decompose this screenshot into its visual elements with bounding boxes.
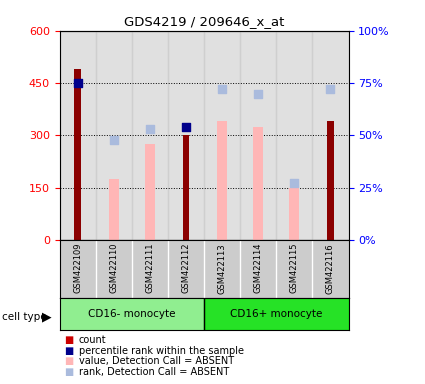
Bar (60, 31, 96, 240)
Point (182, 124, 189, 130)
Point (146, 126, 153, 132)
Bar (312, 31, 348, 240)
Text: ■: ■ (64, 335, 73, 345)
Bar (204, 298, 348, 330)
Bar (240, 31, 276, 240)
Text: ■: ■ (64, 356, 73, 366)
Text: GSM422109: GSM422109 (73, 243, 82, 293)
Text: GSM422115: GSM422115 (290, 243, 299, 293)
Text: cell type: cell type (2, 312, 47, 322)
Point (291, 180, 298, 187)
Bar (183, 136, 189, 240)
Text: value, Detection Call = ABSENT: value, Detection Call = ABSENT (79, 356, 234, 366)
Text: GSM422113: GSM422113 (218, 243, 227, 293)
Bar (253, 127, 263, 240)
Bar (276, 31, 312, 240)
Text: GSM422112: GSM422112 (181, 243, 190, 293)
Text: ■: ■ (64, 367, 73, 377)
Text: ▶: ▶ (42, 310, 51, 323)
Text: GSM422114: GSM422114 (254, 243, 263, 293)
Text: GSM422110: GSM422110 (109, 243, 118, 293)
Bar (132, 31, 168, 240)
Bar (289, 188, 299, 240)
Point (218, 86, 225, 93)
Bar (204, 31, 240, 240)
Text: percentile rank within the sample: percentile rank within the sample (79, 346, 244, 356)
Text: count: count (79, 335, 106, 345)
Bar (96, 31, 132, 240)
Text: GSM422111: GSM422111 (145, 243, 154, 293)
Bar (145, 144, 155, 240)
Title: GDS4219 / 209646_x_at: GDS4219 / 209646_x_at (124, 15, 284, 28)
Bar (168, 31, 204, 240)
Bar (327, 121, 334, 240)
Bar (109, 179, 119, 240)
Text: CD16- monocyte: CD16- monocyte (88, 309, 176, 319)
Point (255, 91, 261, 97)
Point (110, 136, 117, 142)
Text: CD16+ monocyte: CD16+ monocyte (230, 309, 323, 319)
Point (74, 80, 81, 86)
Text: ■: ■ (64, 346, 73, 356)
Text: GSM422116: GSM422116 (326, 243, 335, 293)
Text: rank, Detection Call = ABSENT: rank, Detection Call = ABSENT (79, 367, 229, 377)
Bar (60, 298, 204, 330)
Point (327, 86, 334, 93)
Bar (217, 121, 227, 240)
Bar (74, 69, 81, 240)
